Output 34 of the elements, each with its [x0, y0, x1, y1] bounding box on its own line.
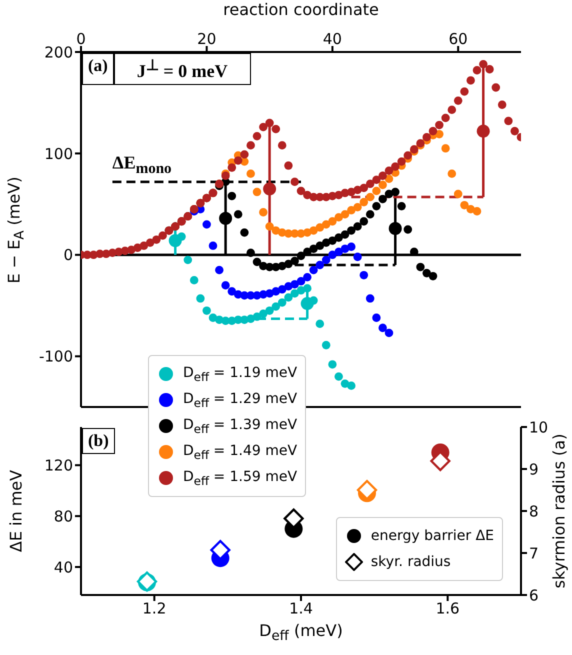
legend-label: D$_{eff}$ = 1.19 meV — [183, 364, 298, 384]
x-tick-label: 0 — [76, 30, 86, 48]
x-tick-label: 1.2 — [142, 600, 166, 618]
annotation: (b) — [88, 431, 109, 450]
x-axis-title: reaction coordinate — [223, 0, 379, 19]
y-tick-label: 80 — [54, 507, 73, 526]
y-tick-label: 200 — [44, 43, 73, 62]
annotation: (a) — [88, 56, 108, 75]
x-tick-label: 20 — [197, 30, 216, 48]
legend-label: D$_{eff}$ = 1.39 meV — [183, 416, 298, 436]
x-tick-label: 60 — [448, 30, 468, 48]
y2-tick-label: 10 — [529, 418, 548, 436]
legend-label: skyr. radius — [370, 554, 451, 570]
y2-tick-label: 9 — [529, 460, 539, 478]
y2-tick-label: 8 — [529, 502, 539, 520]
x-tick-label: 1.4 — [289, 600, 313, 618]
y2-tick-label: 6 — [529, 586, 539, 604]
y2-tick-label: 7 — [529, 544, 539, 562]
y2-axis-title: skyrmion radius (a) — [550, 434, 568, 588]
x-tick-label: 40 — [322, 30, 342, 48]
y-tick-label: -100 — [38, 348, 73, 366]
y-tick-label: 40 — [54, 558, 73, 576]
legend-label: D$_{eff}$ = 1.59 meV — [183, 468, 298, 488]
y-tick-label: 100 — [44, 144, 73, 163]
legend-label: D$_{eff}$ = 1.49 meV — [183, 442, 298, 462]
legend-label: D$_{eff}$ = 1.29 meV — [183, 390, 298, 410]
annotation: ΔE$_{mono}$ — [112, 152, 172, 177]
legend-label: energy barrier ΔE — [370, 528, 494, 544]
y-axis-title: ΔE in meV — [6, 470, 26, 552]
y-tick-label: 120 — [44, 456, 73, 475]
x-tick-label: 1.6 — [436, 600, 460, 618]
annotation: J$^{⊥}$ = 0 meV — [136, 58, 228, 81]
y-tick-label: 0 — [63, 246, 73, 264]
x-axis-title: D$_{eff}$ (meV) — [259, 621, 343, 644]
